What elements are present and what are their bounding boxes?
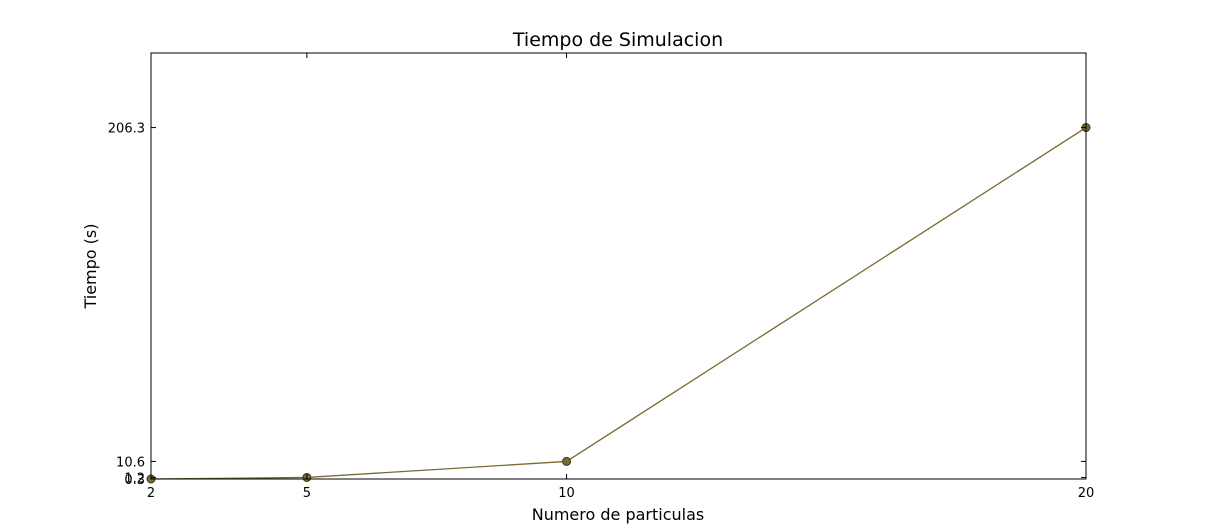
plot-frame [150,52,1087,480]
y-tick-label: 10.6 [116,455,145,470]
y-tick-label: 1.2 [124,471,145,486]
plot-area [151,53,1086,479]
x-tick-label: 5 [303,486,311,501]
y-tick-label: 206.3 [108,122,145,137]
y-tick-label: 0.3 [124,473,145,488]
y-axis-ticks: 0.31.210.6 206.3 [108,122,1086,488]
x-tick-label: 2 [147,486,155,501]
x-axis-label: Numero de particulas [532,505,705,524]
y-axis-label: Tiempo (s) [81,223,100,309]
x-axis-ticks: 2 5 10 20 [147,53,1094,501]
x-tick-label: 20 [1078,486,1095,501]
x-tick-label: 10 [558,486,575,501]
data-point [562,456,572,466]
series-layer [146,123,1091,484]
chart-title: Tiempo de Simulacion [512,29,723,51]
series-line [150,127,1087,480]
